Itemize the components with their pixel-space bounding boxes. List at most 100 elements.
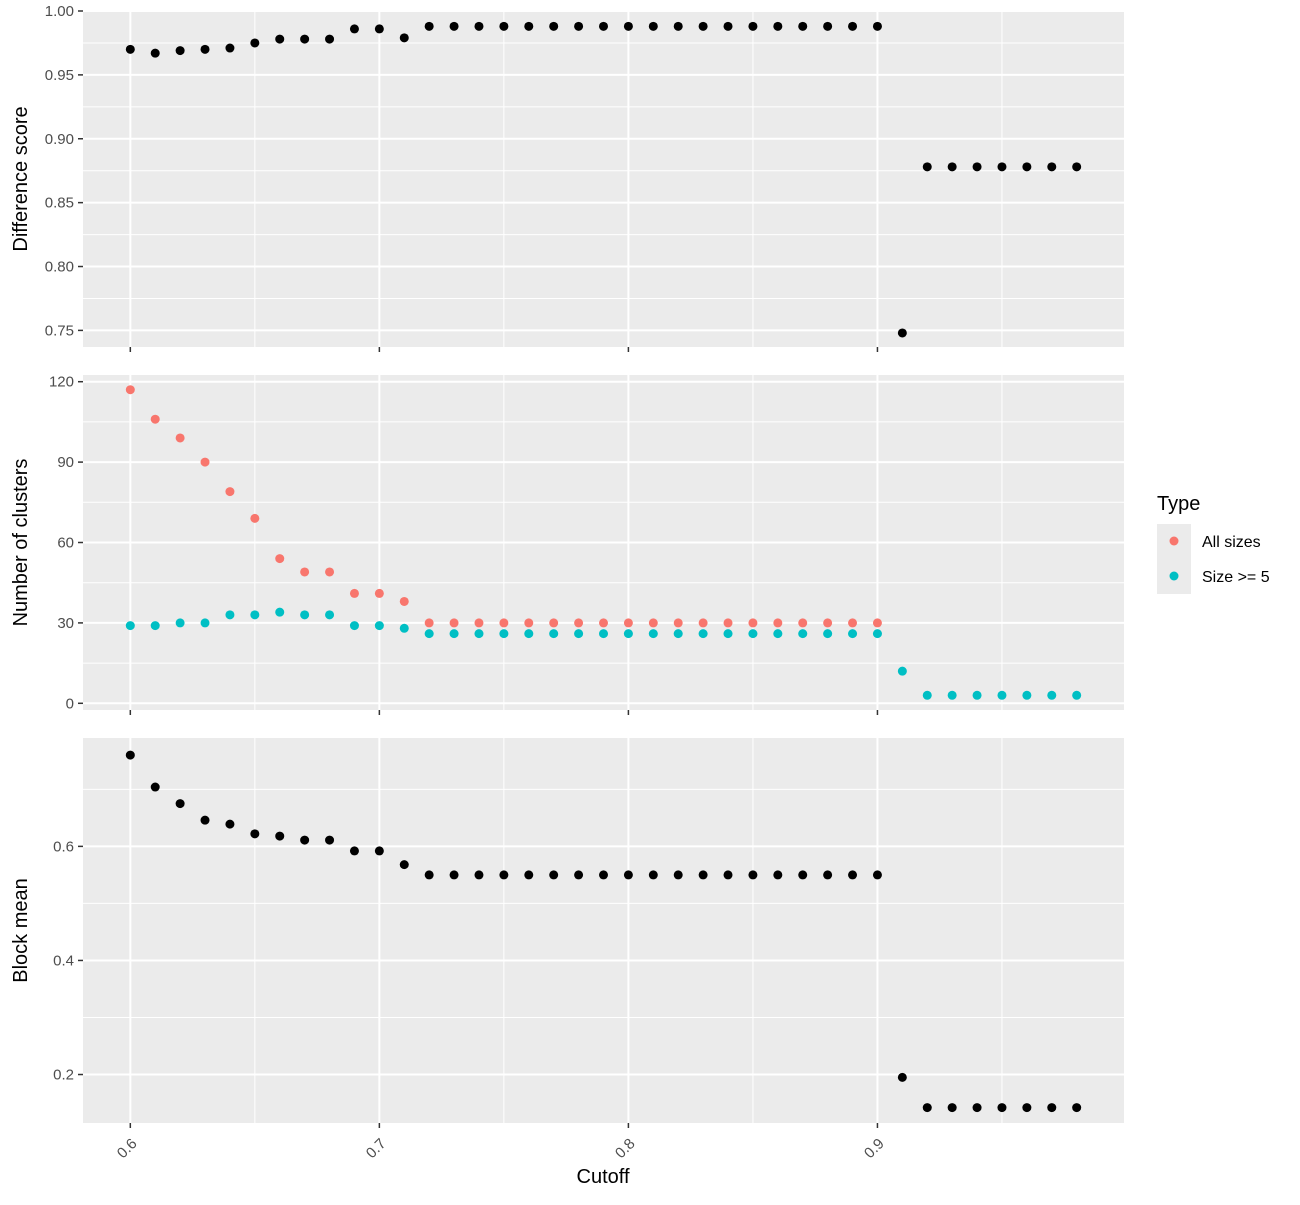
data-point (673, 870, 683, 880)
data-point (250, 513, 260, 523)
data-point (175, 618, 185, 628)
data-point (125, 44, 135, 54)
x-axis (129, 710, 879, 715)
y-tick-label: 60 (57, 535, 74, 552)
data-point (200, 457, 210, 467)
y-tick-label: 0.75 (45, 322, 74, 339)
y-tick-label: 0.95 (45, 67, 74, 84)
gridlines (83, 738, 1124, 1123)
data-point (623, 21, 633, 31)
gridlines (83, 375, 1124, 710)
data-point (1022, 690, 1032, 700)
data-point (325, 610, 335, 620)
data-point (300, 567, 310, 577)
data-point (648, 870, 658, 880)
legend-key-background (1157, 524, 1191, 594)
data-point (872, 870, 882, 880)
y-tick-label: 1.00 (45, 3, 74, 20)
data-point (1022, 162, 1032, 172)
data-point (125, 385, 135, 395)
y-tick-label: 0.4 (53, 952, 74, 969)
x-axis-title: Cutoff (577, 1166, 630, 1188)
data-point (748, 618, 758, 628)
data-point (897, 328, 907, 338)
data-point (848, 870, 858, 880)
data-point (972, 690, 982, 700)
data-point (175, 46, 185, 56)
legend-key-size-5 (1169, 571, 1179, 581)
x-tick-label: 0.6 (114, 1135, 141, 1162)
data-point (698, 618, 708, 628)
y-tick-label: 120 (49, 374, 74, 391)
data-point (325, 835, 335, 845)
data-point (424, 870, 434, 880)
y-axis-title: Number of clusters (10, 459, 32, 627)
data-point (922, 1103, 932, 1113)
data-point (449, 870, 459, 880)
y-tick-label: 0.6 (53, 838, 74, 855)
data-point (449, 629, 459, 639)
y-tick-label: 0.2 (53, 1067, 74, 1084)
data-point (947, 162, 957, 172)
data-point (250, 38, 260, 48)
data-point (175, 799, 185, 809)
data-point (723, 21, 733, 31)
data-point (424, 618, 434, 628)
data-point (150, 48, 160, 58)
data-point (250, 610, 260, 620)
data-point (399, 860, 409, 870)
data-point (549, 21, 559, 31)
data-point (524, 21, 534, 31)
data-point (474, 21, 484, 31)
data-point (524, 629, 534, 639)
data-point (549, 618, 559, 628)
data-point (225, 487, 235, 497)
panel-top: 0.75 0.80 0.85 0.90 0.95 1.00 Difference score (10, 3, 1124, 352)
data-point (673, 21, 683, 31)
data-point (499, 21, 509, 31)
data-point (275, 34, 285, 44)
data-point (449, 21, 459, 31)
series-points (125, 750, 1082, 1113)
y-tick-label: 0.85 (45, 195, 74, 212)
data-point (574, 618, 584, 628)
data-point (399, 33, 409, 43)
data-point (574, 870, 584, 880)
data-point (325, 567, 335, 577)
data-point (623, 870, 633, 880)
panel-middle: 0 30 60 90 120 Number of clusters (10, 374, 1124, 715)
data-point (1022, 1103, 1032, 1113)
legend-key-all-sizes (1169, 536, 1179, 546)
data-point (723, 618, 733, 628)
data-point (125, 750, 135, 760)
data-point (349, 588, 359, 598)
data-point (698, 870, 708, 880)
data-point (599, 629, 608, 639)
y-axis: 0.2 0.4 0.6 (53, 838, 83, 1084)
data-point (374, 24, 384, 34)
data-point (648, 21, 658, 31)
data-point (1072, 162, 1082, 172)
data-point (300, 610, 310, 620)
data-point (997, 162, 1007, 172)
data-point (374, 621, 384, 631)
data-point (424, 21, 434, 31)
data-point (972, 162, 982, 172)
data-point (125, 621, 135, 631)
data-point (997, 690, 1007, 700)
y-axis: 0 30 60 90 120 (49, 374, 83, 712)
data-point (599, 870, 608, 880)
data-point (748, 870, 758, 880)
data-point (673, 629, 683, 639)
data-point (798, 618, 808, 628)
data-point (574, 629, 584, 639)
data-point (200, 815, 210, 825)
data-point (698, 629, 708, 639)
data-point (374, 588, 384, 598)
data-point (623, 618, 633, 628)
data-point (1072, 1103, 1082, 1113)
data-point (150, 414, 160, 424)
data-point (399, 596, 409, 606)
x-axis (129, 347, 879, 352)
